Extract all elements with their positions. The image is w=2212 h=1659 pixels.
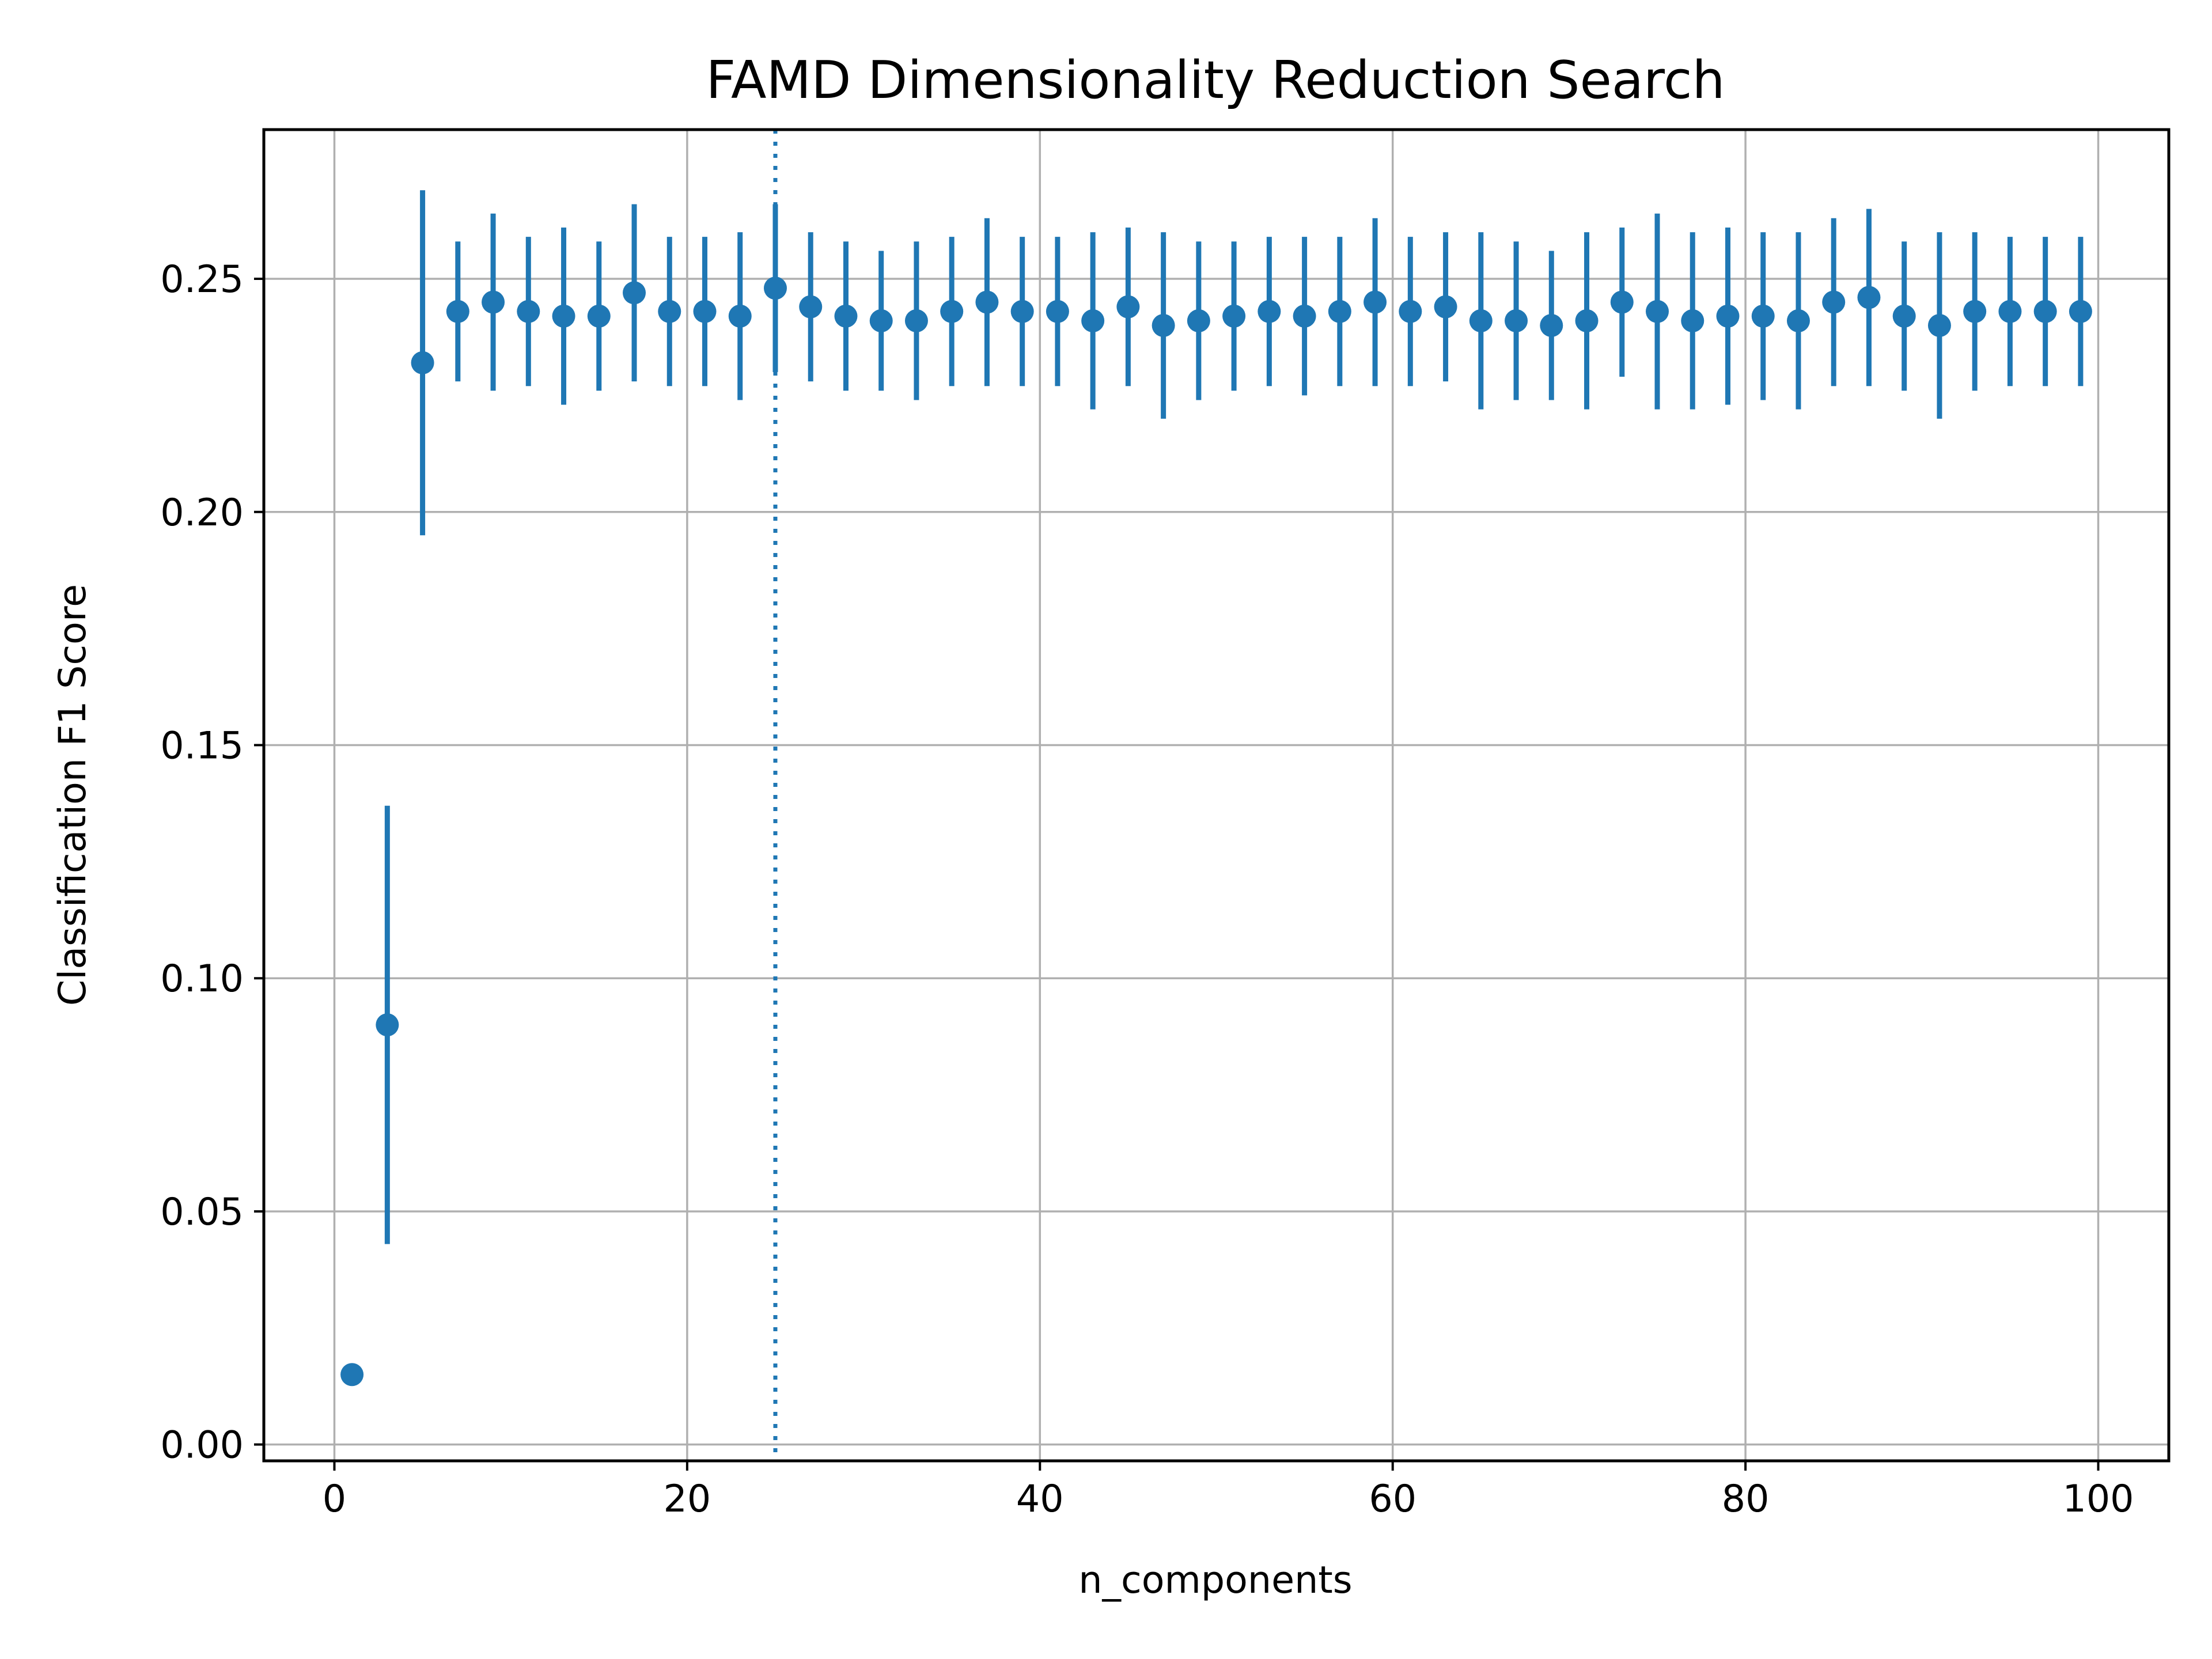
data-point — [658, 300, 681, 323]
data-point — [1610, 290, 1634, 314]
data-point — [869, 309, 893, 332]
x-tick-label: 40 — [1016, 1478, 1064, 1521]
data-point — [1187, 309, 1210, 332]
x-tick-label: 0 — [323, 1478, 346, 1521]
data-point — [1469, 309, 1493, 332]
data-point — [1857, 286, 1881, 309]
data-point — [1751, 304, 1775, 328]
data-point — [1046, 300, 1069, 323]
data-point — [1963, 300, 1987, 323]
data-point — [1363, 290, 1387, 314]
data-point — [482, 290, 505, 314]
data-point — [1116, 295, 1140, 319]
data-point — [376, 1013, 399, 1037]
data-point — [411, 351, 434, 374]
x-tick-label: 20 — [664, 1478, 711, 1521]
y-tick-label: 0.05 — [160, 1191, 244, 1234]
data-point — [1434, 295, 1457, 319]
data-point — [975, 290, 999, 314]
x-tick-label: 100 — [2062, 1478, 2134, 1521]
data-point — [1505, 309, 1528, 332]
data-point — [728, 304, 752, 328]
y-tick-label: 0.20 — [160, 491, 244, 535]
data-point — [1010, 300, 1034, 323]
data-point — [1927, 313, 1951, 337]
data-point — [1786, 309, 1810, 332]
data-point — [2069, 300, 2092, 323]
y-tick-label: 0.10 — [160, 957, 244, 1001]
data-point — [1892, 304, 1916, 328]
y-axis-label: Classification F1 Score — [51, 584, 94, 1006]
ticks: 0 20 40 60 80 100 0.00 0.05 0.10 0.15 0.20 0.25 — [160, 258, 2134, 1521]
data-point — [1681, 309, 1705, 332]
data-marks — [340, 190, 2092, 1387]
data-point — [1998, 300, 2022, 323]
y-tick-label: 0.15 — [160, 724, 244, 767]
data-point — [552, 304, 575, 328]
data-point — [1822, 290, 1846, 314]
data-point — [1328, 300, 1351, 323]
data-point — [1257, 300, 1281, 323]
data-point — [763, 276, 787, 300]
data-point — [446, 300, 469, 323]
x-tick-label: 60 — [1369, 1478, 1416, 1521]
chart-title: FAMD Dimensionality Reduction Search — [706, 50, 1725, 111]
data-point — [340, 1363, 364, 1387]
data-point — [623, 281, 646, 305]
y-tick-label: 0.25 — [160, 258, 244, 301]
x-tick-label: 80 — [1722, 1478, 1770, 1521]
data-point — [834, 304, 858, 328]
y-tick-label: 0.00 — [160, 1424, 244, 1467]
data-point — [1399, 300, 1422, 323]
data-point — [2033, 300, 2057, 323]
x-axis-label: n_components — [1078, 1559, 1352, 1602]
data-point — [1152, 313, 1175, 337]
data-point — [1716, 304, 1740, 328]
data-point — [587, 304, 611, 328]
plot-frame — [262, 128, 2171, 1463]
data-point — [693, 300, 717, 323]
data-point — [904, 309, 928, 332]
data-point — [1646, 300, 1669, 323]
data-point — [940, 300, 964, 323]
grid — [264, 130, 2169, 1461]
data-point — [1081, 309, 1105, 332]
data-point — [1575, 309, 1599, 332]
data-point — [1293, 304, 1316, 328]
data-point — [1222, 304, 1246, 328]
data-point — [517, 300, 540, 323]
data-point — [1540, 313, 1563, 337]
data-point — [799, 295, 823, 319]
